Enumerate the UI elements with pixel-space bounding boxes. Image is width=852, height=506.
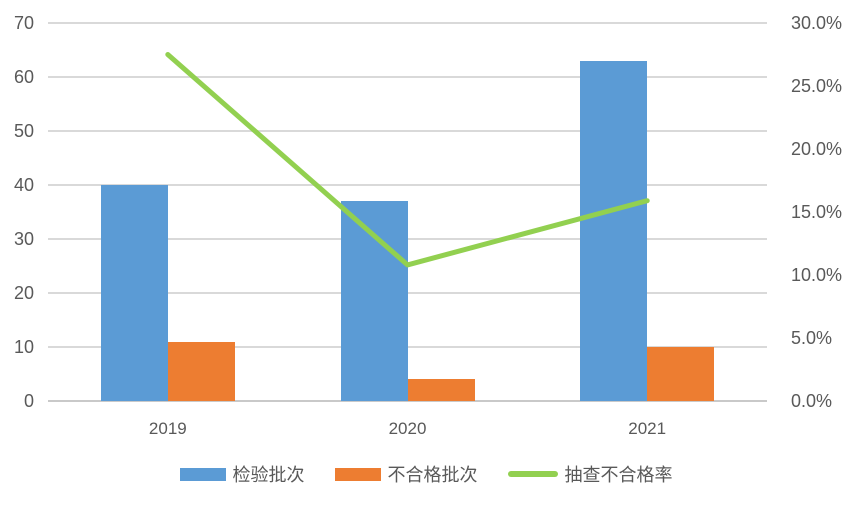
right-axis-tick: 0.0% [791,391,833,411]
failure-rate-swatch [507,471,558,477]
right-axis-tick: 15.0% [791,202,843,222]
right-axis-tick: 30.0% [791,13,843,33]
left-axis-tick: 70 [13,13,34,33]
x-axis-label-2021: 2021 [628,419,667,438]
gridline [48,130,767,132]
gridline [48,346,767,348]
x-axis-label-2020: 2020 [388,419,427,438]
left-axis-tick: 60 [13,67,34,87]
right-axis-tick: 10.0% [791,265,843,285]
chart-legend: 检验批次 不合格批次 抽查不合格率 [0,461,852,487]
gridline [48,292,767,294]
left-axis-tick: 30 [13,229,34,249]
bar-inspected-batches-2019 [100,185,168,401]
gridline [48,76,767,78]
right-axis-tick: 25.0% [791,76,843,96]
bar-failed-batches-2019 [167,341,235,401]
left-axis-tick: 50 [13,121,34,141]
bar-failed-batches-2021 [647,347,715,401]
right-axis-tick: 5.0% [791,328,833,348]
x-axis-label-2019: 2019 [148,419,187,438]
legend-item-failed-batches: 不合格批次 [334,461,478,487]
legend-item-failure-rate: 抽查不合格率 [507,461,673,487]
left-axis-tick: 0 [23,391,34,411]
inspected-batches-swatch [179,467,226,481]
legend-label: 不合格批次 [387,465,478,485]
legend-label: 检验批次 [232,465,305,485]
legend-label: 抽查不合格率 [564,465,673,485]
left-axis-tick: 20 [13,283,34,303]
failure-rate-line [165,52,650,268]
gridline [48,22,767,24]
left-axis-tick: 40 [13,175,34,195]
bar-failed-batches-2020 [407,379,475,401]
legend-item-inspected-batches: 检验批次 [179,461,305,487]
right-axis-tick: 20.0% [791,139,843,159]
failed-batches-swatch [334,467,381,481]
bar-inspected-batches-2021 [580,60,648,401]
left-axis-tick: 10 [13,337,34,357]
x-axis-line [48,400,767,402]
bar-inspected-batches-2020 [340,201,408,401]
